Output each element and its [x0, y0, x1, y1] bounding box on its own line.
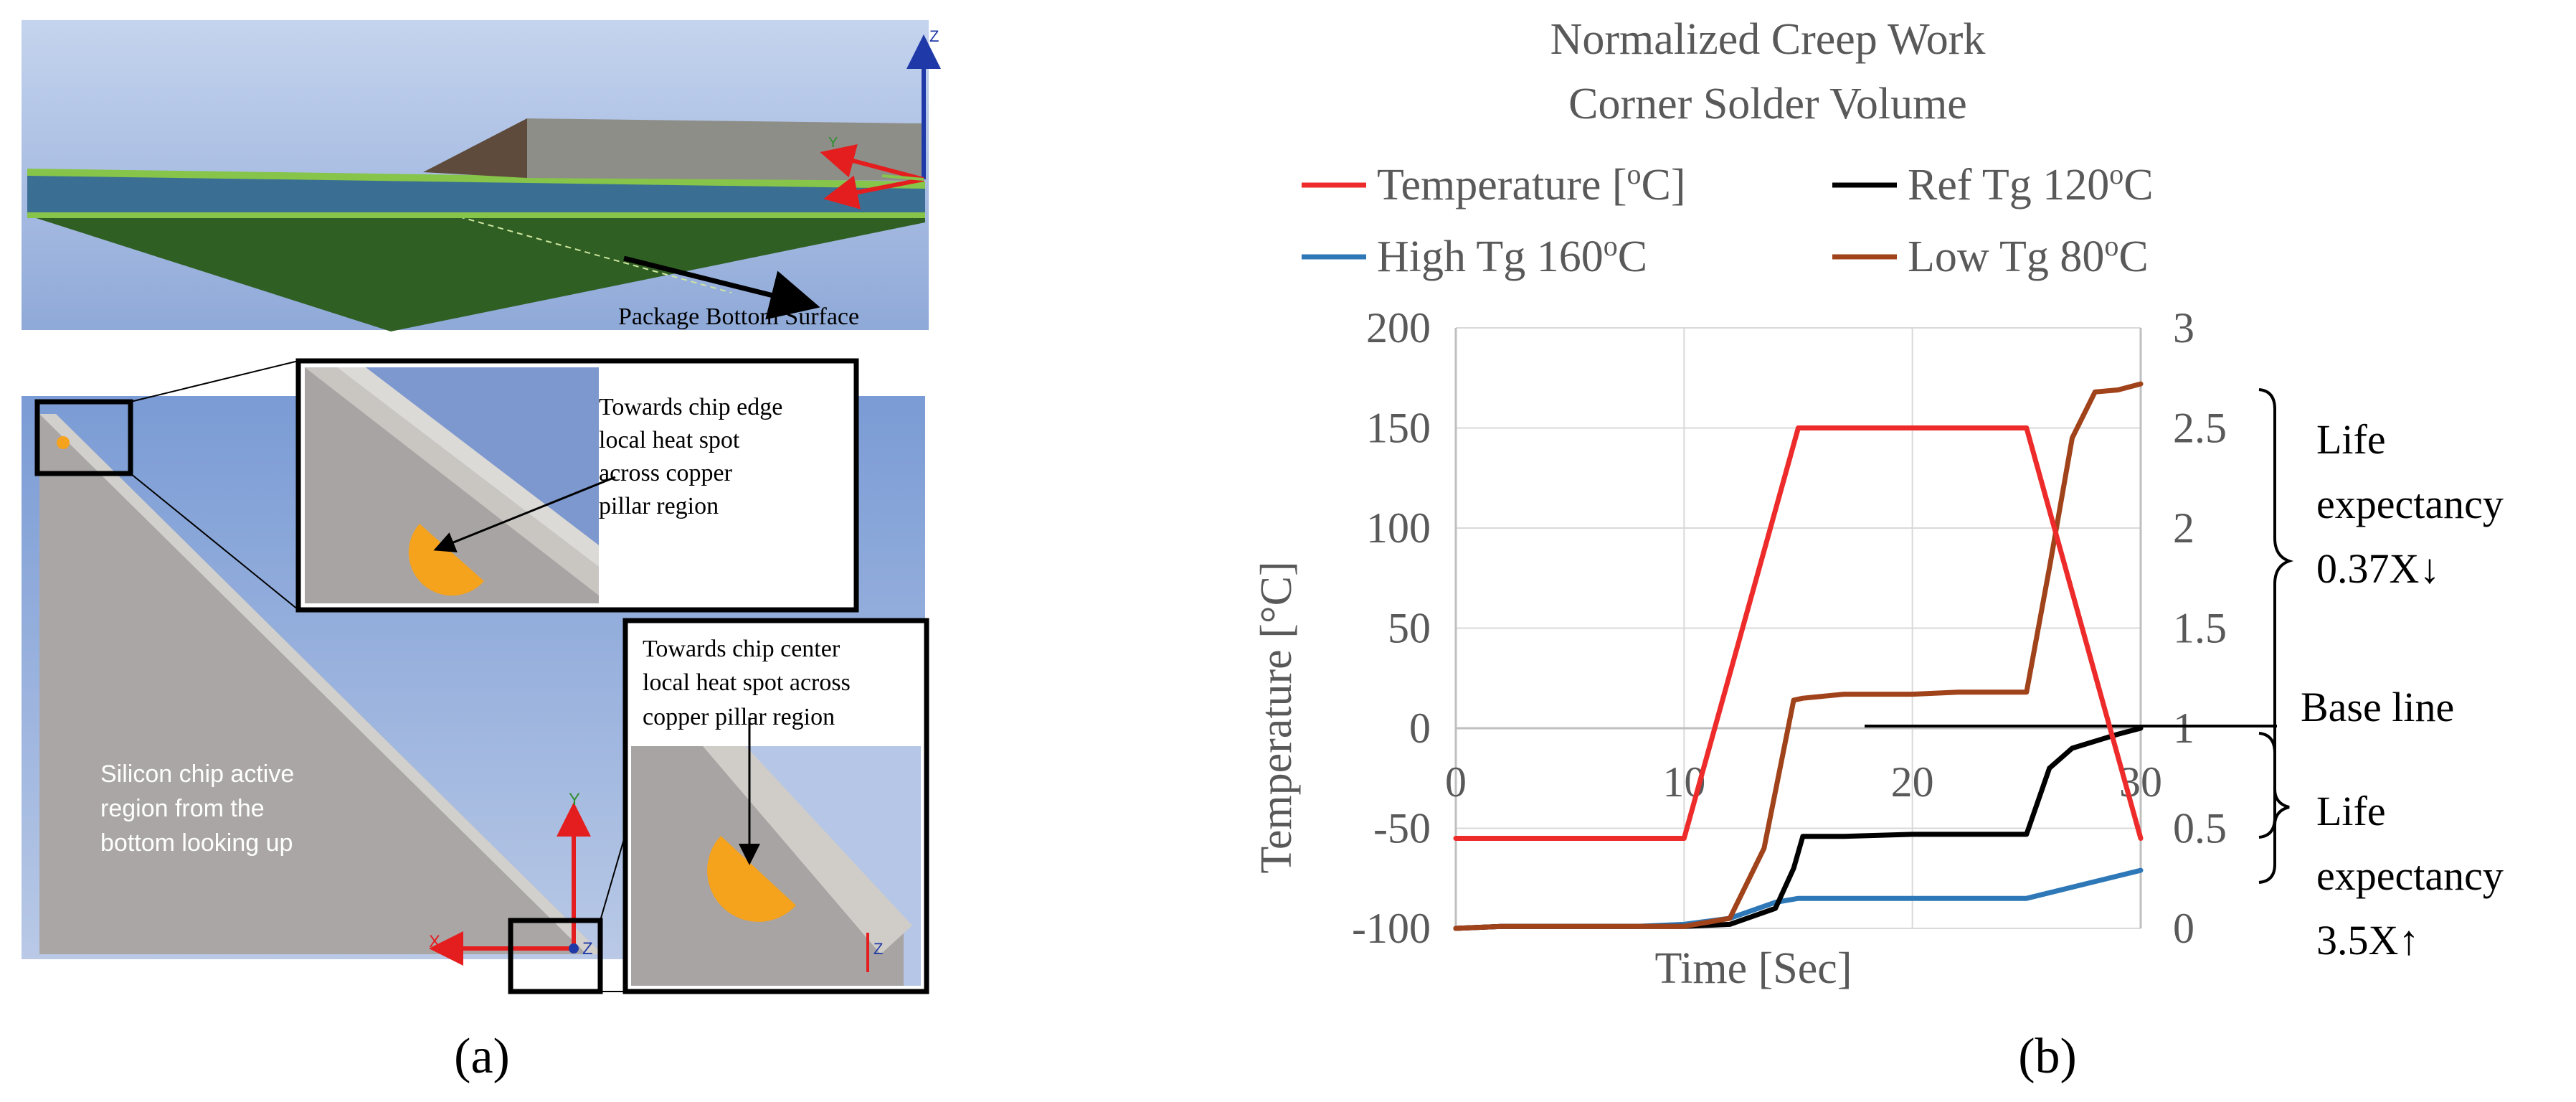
upper-annotation-line-3: 0.37X↓ [2316, 545, 2440, 592]
svg-text:High Tg 160oC: High Tg 160oC [1377, 230, 1647, 281]
y-tick-label-3: 50 [1388, 605, 1431, 652]
panel-a-label: (a) [454, 1029, 510, 1084]
inset2-line-3: copper pillar region [643, 704, 835, 730]
inset2-axis-z: Z [873, 940, 883, 958]
lower-annotation-line-2: expectancy [2316, 852, 2504, 899]
panel-b-label: (b) [2018, 1029, 2077, 1084]
x-tick-label-2: 20 [1891, 758, 1934, 806]
legend-label-low-tg: Low Tg 80 [1908, 232, 2104, 281]
svg-text:Ref Tg 120oC: Ref Tg 120oC [1908, 158, 2154, 209]
y2-tick-label-2: 1 [2173, 705, 2194, 752]
package-bottom-surface-label: Package Bottom Surface [618, 303, 859, 330]
inset1-line-2: local heat spot [599, 427, 740, 453]
legend-entry-low-tg: Low Tg 80oC [1832, 230, 2149, 281]
package-side-view: Z Y Package Bottom Surface [22, 20, 941, 331]
axis-y-label: Y [569, 790, 580, 809]
y-tick-label-6: 200 [1366, 304, 1431, 352]
inset-chip-edge: Towards chip edge local heat spot across… [295, 358, 859, 613]
package-board [27, 215, 925, 331]
x-tick-label-0: 0 [1445, 758, 1467, 806]
legend-entry-ref-tg: Ref Tg 120oC [1832, 158, 2154, 209]
inset1-line-4: pillar region [599, 493, 719, 519]
x-axis-title: Time [Sec] [1655, 944, 1852, 993]
svg-text:Towards chip center lo: Towards chip center local heat spot acro… [643, 636, 856, 730]
y-tick-label-0: -100 [1352, 905, 1431, 952]
chip-text-line-2: region from the [100, 795, 265, 822]
y-axis-title: Temperature [°C] [1252, 561, 1301, 873]
chart-series [1453, 381, 2144, 931]
y2-tick-label-0: 0 [2173, 905, 2194, 952]
hotspot-center [707, 836, 796, 922]
legend-label-ref-tg: Ref Tg 120 [1908, 161, 2109, 209]
legend-label-temperature: Temperature [ [1377, 161, 1627, 209]
y2-tick-label-1: 0.5 [2173, 805, 2227, 852]
y2-tick-label-5: 2.5 [2173, 405, 2227, 452]
lower-annotation-line-1: Life [2316, 788, 2386, 834]
svg-text:Towards chip edge loca: Towards chip edge local heat spot across… [599, 394, 789, 519]
legend-label-high-tg: High Tg 160 [1377, 232, 1604, 281]
svg-text:Life expectancy: Life expectancy 3.5X↑ [2316, 788, 2514, 964]
axis-x-label: X [429, 932, 440, 951]
baseline-annotation: Base line [2301, 684, 2454, 730]
chip-text-line-3: bottom looking up [100, 829, 293, 857]
inset1-line-1: Towards chip edge [599, 394, 782, 420]
series-line-high-tg-160 [1453, 867, 2144, 931]
inset-chip-center: Z Towards chip center local heat spot ac… [622, 618, 929, 994]
svg-text:Life expectancy: Life expectancy 0.37X↓ [2316, 416, 2514, 592]
y-tick-label-5: 150 [1366, 405, 1431, 452]
hotspot-edge [408, 524, 484, 596]
y2-tick-label-6: 3 [2173, 304, 2194, 352]
svg-text:Silicon chip active re: Silicon chip active region from the bott… [100, 760, 301, 857]
inset1-line-3: across copper [599, 460, 733, 486]
chart-axes [1454, 328, 2142, 928]
legend-entry-temperature: Temperature [oC] [1302, 158, 1686, 209]
zoom-box-edge [34, 399, 133, 476]
chart-legend: Temperature [oC] Ref Tg 120oC High Tg 16… [1302, 158, 2154, 281]
y-tick-label-2: 0 [1409, 705, 1431, 752]
chart-title-line-1: Normalized Creep Work [1550, 15, 1986, 64]
y-tick-label-1: -50 [1373, 805, 1431, 852]
panel-b: Normalized Creep Work Corner Solder Volu… [1252, 15, 2514, 1084]
zoom-box-center [508, 918, 603, 994]
chart-title-line-2: Corner Solder Volume [1568, 80, 1967, 128]
life-expectancy-annotations: Life expectancy 0.37X↓ Base line Life ex… [2258, 388, 2514, 964]
lower-annotation-line-3: 3.5X↑ [2316, 917, 2419, 964]
svg-text:Low Tg 80oC: Low Tg 80oC [1908, 230, 2149, 281]
upper-annotation-line-2: expectancy [2316, 481, 2504, 527]
die-block [527, 118, 922, 181]
svg-text:Temperature [oC]: Temperature [oC] [1377, 158, 1686, 209]
y2-tick-label-4: 2 [2173, 504, 2194, 552]
hotspot-edge-small [57, 436, 70, 449]
panel-a: Z Y Package Bottom Surface Silicon chip … [22, 20, 941, 1084]
top-axis-y: Y [828, 135, 838, 151]
series-line-low-tg-80 [1453, 381, 2144, 931]
upper-annotation-line-1: Life [2316, 416, 2386, 463]
inset2-line-2: local heat spot across [643, 669, 851, 696]
legend-entry-high-tg: High Tg 160oC [1302, 230, 1647, 281]
top-axis-z: Z [929, 27, 939, 45]
y2-tick-label-3: 1.5 [2173, 605, 2227, 652]
chip-text-line-1: Silicon chip active [100, 760, 294, 788]
axis-z-label: Z [582, 939, 593, 959]
y-tick-label-4: 100 [1366, 504, 1431, 552]
inset2-line-1: Towards chip center [643, 636, 840, 662]
series-line-temperature [1453, 425, 2144, 841]
